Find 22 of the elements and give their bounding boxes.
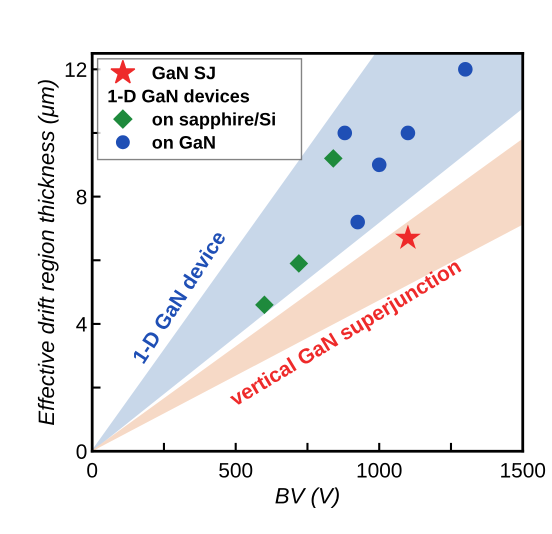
point [350, 214, 365, 230]
point [290, 254, 308, 273]
point [255, 296, 274, 314]
point [324, 149, 343, 168]
x-axis-title: BV (V) [275, 487, 339, 508]
y-tick-label: 0 [76, 444, 87, 459]
y-tick-label: 4 [76, 317, 87, 332]
legend-label: on sapphire/Si [152, 112, 275, 130]
legend-label: GaN SJ [152, 66, 215, 80]
point [400, 126, 416, 140]
y-tick-label: 8 [76, 190, 86, 204]
x-tick-label: 0 [87, 462, 98, 478]
legend-label: on GaN [152, 136, 215, 149]
point [337, 126, 352, 140]
x-tick-label: 500 [219, 462, 252, 478]
y-axis-title: Effective drift region thickness (μm) [38, 80, 59, 426]
x-tick-label: 1000 [358, 462, 402, 478]
y-tick-label: 12 [66, 62, 86, 77]
legend-title: 1-D GaN devices [108, 89, 250, 102]
point [372, 158, 387, 172]
point [458, 62, 473, 77]
x-tick-label: 1500 [501, 462, 546, 478]
